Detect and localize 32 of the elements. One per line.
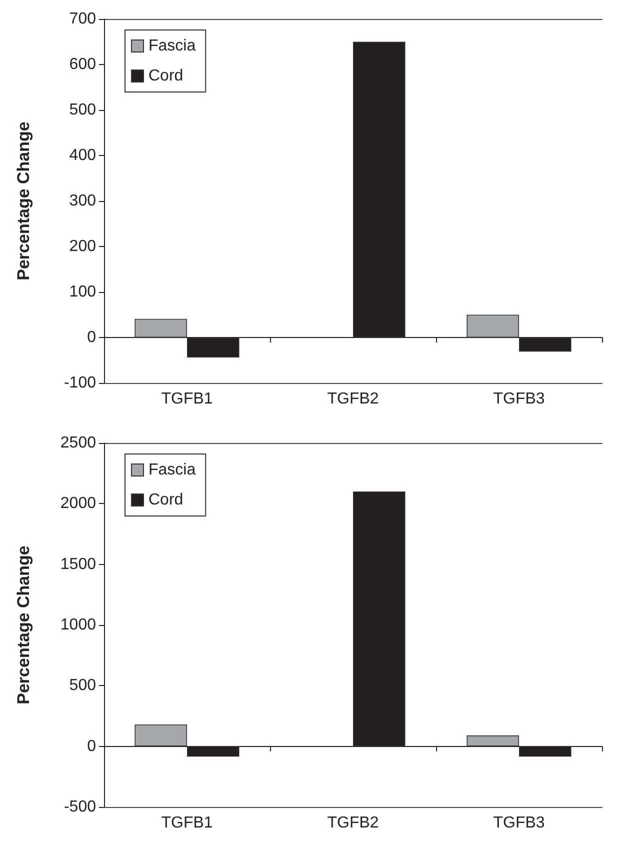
bar [134,724,187,746]
legend-label: Fascia [148,38,196,54]
y-tick-label: 0 [87,738,96,755]
bar [134,318,187,338]
y-tick-label: 200 [69,238,96,255]
y-tick-label: 100 [69,284,96,300]
bar [466,314,519,338]
x-tick-label: TGFB1 [161,814,213,832]
y-axis-title: Percentage Change [14,546,33,704]
x-tick-label: TGFB2 [327,390,379,408]
y-tick-label: -500 [64,798,96,816]
bar [466,735,519,746]
x-tick-label: TGFB1 [161,390,213,408]
x-tick-label: TGFB3 [493,390,545,408]
x-tick-label: TGFB2 [327,814,379,832]
x-tick-label: TGFB3 [493,814,545,832]
legend-label: Cord [148,68,184,84]
y-tick-label: 500 [69,102,96,118]
y-tick-label: 300 [69,192,96,210]
y-tick-label: 2500 [60,434,96,452]
y-tick-label: 500 [69,677,96,694]
legend-label: Cord [148,492,184,508]
y-tick-label: 1000 [60,616,96,634]
y-axis-title: Percentage Change [14,122,33,280]
y-tick-label: 400 [69,147,96,164]
y-tick-label: 600 [69,56,96,73]
y-tick-label: 700 [69,10,96,28]
y-tick-label: 2000 [60,495,96,512]
y-tick-label: -100 [64,374,96,392]
y-tick-label: 1500 [60,556,96,573]
legend-label: Fascia [148,462,196,478]
y-tick-label: 0 [87,329,96,346]
